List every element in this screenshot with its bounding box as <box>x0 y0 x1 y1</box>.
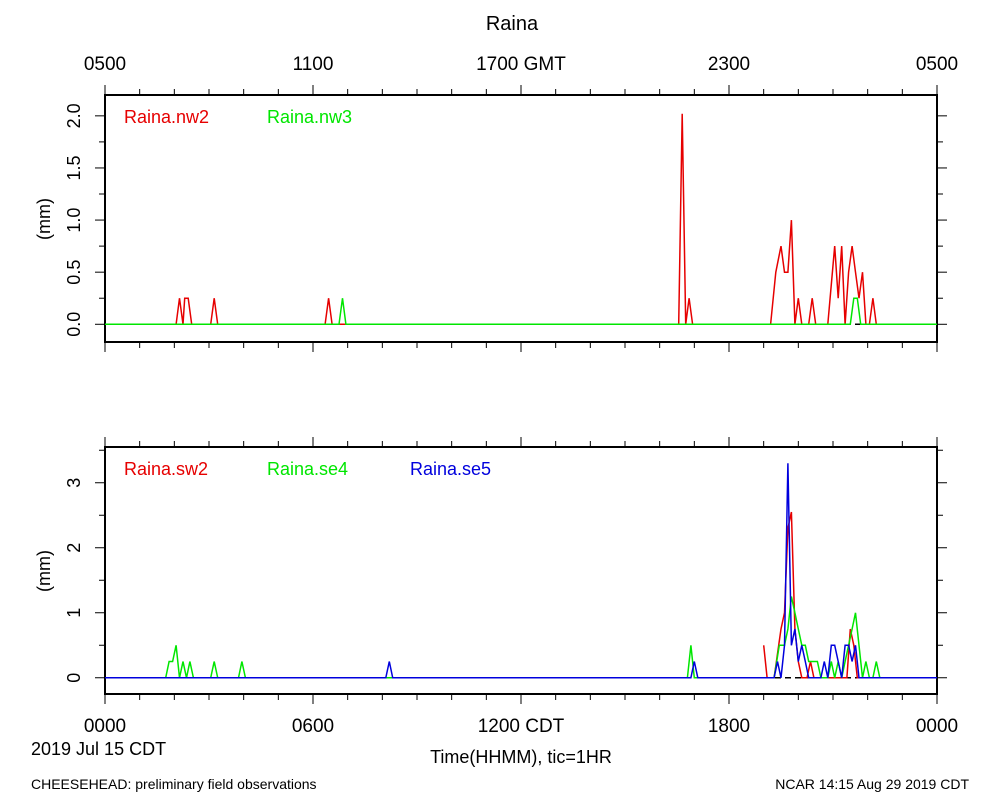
bottom-axis-tick-label: 1800 <box>708 716 750 737</box>
top-axis-tick-label: 1700 GMT <box>476 54 566 75</box>
y-tick-label: 1.0 <box>64 208 84 233</box>
top-axis-tick-label: 0500 <box>916 54 958 75</box>
bottom-panel: (mm) 0 1 2 3 Raina.sw2 Raina.se4 Raina.se5 <box>34 437 947 704</box>
y-tick-label: 0 <box>64 673 84 683</box>
legend-entry: Raina.nw3 <box>267 107 352 127</box>
top-panel-frame <box>104 94 938 343</box>
legend-entry: Raina.se4 <box>267 459 348 479</box>
top-axis-tick-label: 1100 <box>293 54 334 75</box>
footer-right: NCAR 14:15 Aug 29 2019 CDT <box>775 776 969 792</box>
date-label: 2019 Jul 15 CDT <box>31 739 166 759</box>
series-line-raina-nw3 <box>105 297 937 326</box>
y-tick-label: 0.0 <box>64 312 84 337</box>
bottom-axis-tick-label: 0000 <box>916 716 958 737</box>
top-panel-ylabel: (mm) <box>34 198 54 240</box>
top-axis-tick-label: 2300 <box>708 54 750 75</box>
bottom-panel-ylabel: (mm) <box>34 550 54 592</box>
top-panel-legend: Raina.nw2 Raina.nw3 <box>124 107 352 127</box>
bottom-axis-tick-label: 0600 <box>292 716 334 737</box>
bottom-panel-series <box>105 463 937 679</box>
series-line-raina-se5 <box>105 463 937 679</box>
y-tick-label: 1 <box>64 608 84 618</box>
top-panel: (mm) 0.0 0.5 1.0 1.5 2.0 Raina.nw2 Raina.nw3 <box>34 85 947 352</box>
top-panel-ticks: 0.0 0.5 1.0 1.5 2.0 <box>64 85 947 352</box>
footer-left: CHEESEHEAD: preliminary field observatio… <box>31 776 317 792</box>
bottom-panel-frame <box>104 446 938 695</box>
series-line-raina-se4 <box>105 596 937 679</box>
bottom-axis-tick-labels: 0000 0600 1200 CDT 1800 0000 <box>84 716 958 737</box>
y-tick-label: 3 <box>64 478 84 488</box>
legend-entry: Raina.nw2 <box>124 107 209 127</box>
top-axis-tick-labels: 0500 1100 1700 GMT 2300 0500 <box>84 54 958 75</box>
legend-entry: Raina.sw2 <box>124 459 208 479</box>
bottom-panel-legend: Raina.sw2 Raina.se4 Raina.se5 <box>124 459 491 479</box>
chart-title: Raina <box>486 13 539 35</box>
bottom-panel-ticks: 0 1 2 3 <box>64 437 947 704</box>
bottom-axis-tick-label: 0000 <box>84 716 126 737</box>
legend-entry: Raina.se5 <box>410 459 491 479</box>
series-line-raina-nw2 <box>105 113 937 326</box>
y-tick-label: 0.5 <box>64 260 84 285</box>
top-panel-series <box>105 113 937 326</box>
bottom-axis-tick-label: 1200 CDT <box>478 716 565 737</box>
y-tick-label: 2 <box>64 543 84 553</box>
y-tick-label: 1.5 <box>64 155 84 180</box>
x-axis-label: Time(HHMM), tic=1HR <box>430 747 612 767</box>
y-tick-label: 2.0 <box>64 103 84 128</box>
top-axis-tick-label: 0500 <box>84 54 126 75</box>
